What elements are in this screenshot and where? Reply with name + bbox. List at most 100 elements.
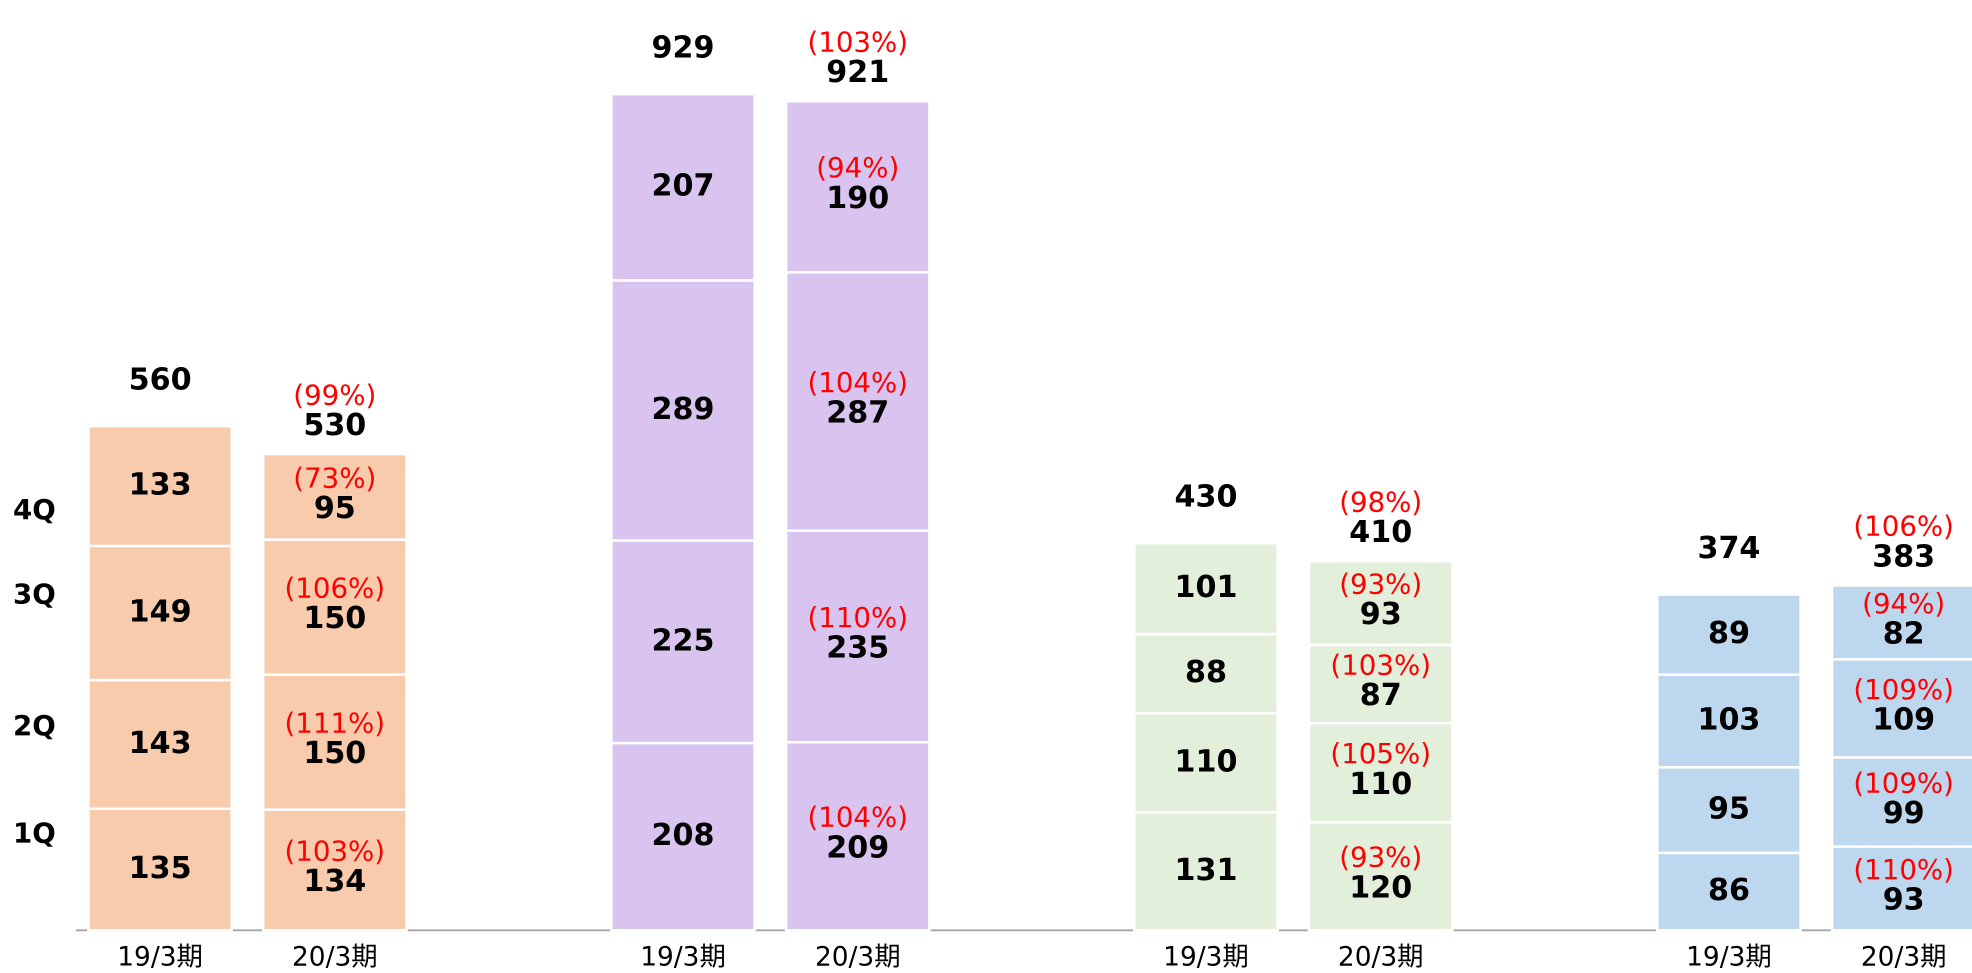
bar-segment [1830, 845, 1972, 932]
bar-segment [1133, 632, 1279, 715]
x-tick-label: 19/3期 [1686, 942, 1772, 972]
bar-segment [1656, 766, 1802, 855]
ratio-label: (104%) [807, 801, 908, 834]
bar-segment [87, 807, 233, 932]
total-label: 374 [1697, 531, 1760, 566]
total-ratio-label: (103%) [807, 25, 908, 58]
value-label: 101 [1175, 570, 1238, 605]
bar-segment [87, 678, 233, 811]
series-label: 2Q [13, 709, 56, 742]
bar-segment [1307, 721, 1454, 824]
value-label: 225 [652, 623, 715, 658]
bar-segment [1307, 643, 1454, 725]
value-label: 103 [1697, 702, 1760, 737]
bar-segment [784, 529, 931, 744]
value-label: 150 [303, 601, 366, 636]
value-label: 88 [1185, 655, 1227, 690]
bar-segment [261, 452, 408, 541]
bar-segment [1830, 584, 1972, 661]
bar-segment [1133, 811, 1279, 932]
total-label: 430 [1175, 479, 1238, 514]
bar-segment [261, 538, 408, 676]
total-label: 530 [303, 408, 366, 443]
x-tick-label: 20/3期 [1861, 942, 1947, 972]
ratio-label: (94%) [816, 151, 899, 184]
value-label: 93 [1360, 597, 1402, 632]
value-label: 87 [1360, 678, 1402, 713]
bar-segment [87, 424, 233, 548]
x-tick-label: 20/3期 [815, 942, 901, 972]
bar-segment [610, 539, 756, 745]
value-label: 82 [1883, 616, 1925, 651]
ratio-label: (103%) [285, 834, 386, 867]
value-label: 208 [652, 818, 715, 853]
bar-segment [1830, 756, 1972, 848]
ratio-label: (73%) [293, 461, 376, 494]
value-label: 135 [129, 851, 192, 886]
ratio-label: (109%) [1853, 766, 1954, 799]
total-ratio-label: (106%) [1853, 510, 1954, 543]
ratio-label: (106%) [285, 572, 386, 605]
bar-segment [261, 808, 408, 932]
ratio-label: (105%) [1330, 737, 1431, 770]
value-label: 89 [1708, 616, 1750, 651]
value-label: 134 [303, 864, 366, 899]
value-label: 99 [1883, 796, 1925, 831]
value-label: 190 [826, 181, 889, 216]
total-ratio-label: (99%) [293, 378, 376, 411]
bar-segment [261, 673, 408, 811]
ratio-label: (111%) [285, 707, 386, 740]
total-label: 410 [1349, 515, 1412, 550]
value-label: 207 [652, 169, 715, 204]
value-label: 287 [826, 396, 889, 431]
bar-segment [1656, 593, 1802, 676]
bar-segment [1656, 673, 1802, 769]
value-label: 109 [1872, 702, 1935, 737]
bar-segment [610, 92, 756, 282]
bar-segment [610, 279, 756, 542]
series-label: 3Q [13, 577, 56, 610]
x-tick-label: 19/3期 [117, 942, 203, 972]
bar-segment [784, 271, 931, 532]
total-label: 921 [826, 55, 889, 90]
x-tick-label: 19/3期 [640, 942, 726, 972]
value-label: 120 [1349, 870, 1412, 905]
value-label: 95 [1708, 792, 1750, 827]
value-label: 133 [129, 468, 192, 503]
ratio-label: (110%) [1853, 853, 1954, 886]
x-tick-label: 20/3期 [1338, 942, 1424, 972]
bar-segment [1307, 559, 1454, 647]
total-label: 560 [129, 362, 192, 397]
bar-segment [1307, 820, 1454, 932]
value-label: 289 [652, 392, 715, 427]
value-label: 110 [1349, 767, 1412, 802]
value-label: 149 [129, 594, 192, 629]
ratio-label: (93%) [1339, 841, 1422, 874]
value-label: 150 [303, 736, 366, 771]
total-label: 383 [1872, 539, 1935, 574]
value-label: 110 [1175, 744, 1238, 779]
bar-segment [784, 100, 931, 274]
total-ratio-label: (98%) [1339, 485, 1422, 518]
bar-segment [610, 741, 756, 932]
ratio-label: (110%) [807, 601, 908, 634]
value-label: 131 [1175, 853, 1238, 888]
value-label: 235 [826, 630, 889, 665]
ratio-label: (109%) [1853, 673, 1954, 706]
bar-segment [1133, 541, 1279, 636]
bar-segment [784, 740, 931, 932]
value-label: 143 [129, 726, 192, 761]
x-tick-label: 19/3期 [1163, 942, 1249, 972]
x-tick-label: 20/3期 [292, 942, 378, 972]
bar-segment [1133, 712, 1279, 814]
ratio-label: (93%) [1339, 567, 1422, 600]
value-label: 209 [826, 830, 889, 865]
series-label: 1Q [13, 816, 56, 849]
series-label: 4Q [13, 493, 56, 526]
value-label: 86 [1708, 873, 1750, 908]
ratio-label: (103%) [1330, 648, 1431, 681]
value-label: 93 [1883, 882, 1925, 917]
value-label: 95 [314, 491, 356, 526]
ratio-label: (94%) [1862, 587, 1945, 620]
